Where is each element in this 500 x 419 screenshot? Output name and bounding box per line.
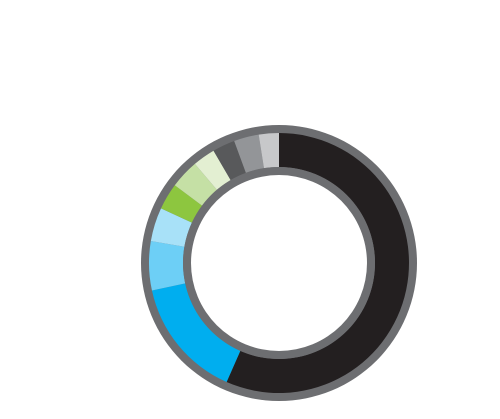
segments — [148, 133, 409, 393]
donut-segment — [258, 133, 279, 169]
donut-segment — [194, 150, 231, 190]
donut-segment — [151, 283, 241, 382]
donut-segment — [174, 163, 217, 206]
donut-segment — [213, 140, 246, 181]
hole — [191, 175, 367, 351]
donut-segment — [226, 133, 409, 393]
donut-segment — [150, 208, 192, 247]
donut-segment — [161, 185, 203, 223]
donut-segment — [234, 134, 264, 173]
donut-segment — [148, 241, 186, 291]
